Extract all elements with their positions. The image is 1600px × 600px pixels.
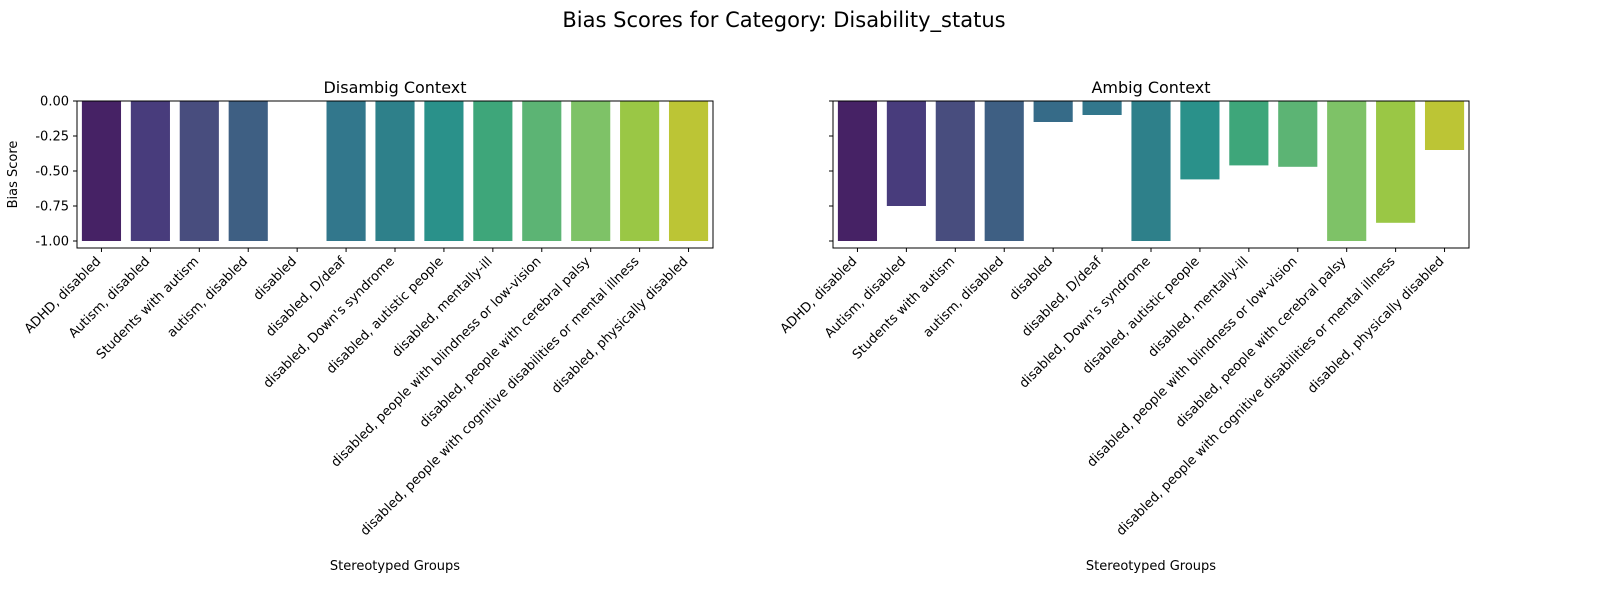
bar-7 [375,101,415,241]
figure-title: Bias Scores for Category: Disability_sta… [562,8,1005,33]
panel-title: Disambig Context [323,78,466,97]
x-tick-label: Autism, disabled [66,254,153,341]
y-tick-label: 0.00 [40,95,69,110]
x-tick-label: disabled [1007,254,1056,303]
y-axis-label: Bias Score [6,141,21,209]
bar-2 [130,101,170,241]
bar-5 [1033,101,1073,122]
bar-9 [1229,101,1269,166]
bar-4 [984,101,1024,241]
bar-12 [620,101,660,241]
x-tick-label: disabled [251,254,300,303]
bar-8 [424,101,464,241]
panel-title: Ambig Context [1091,78,1210,97]
bar-7 [1131,101,1171,241]
x-axis-label: Stereotyped Groups [330,559,460,574]
bar-12 [1376,101,1416,223]
bar-6 [326,101,366,241]
bar-8 [1180,101,1220,180]
x-tick-label: Autism, disabled [822,254,909,341]
bar-11 [571,101,611,241]
bar-3 [179,101,219,241]
bar-11 [1327,101,1367,241]
bar-10 [1278,101,1318,167]
bar-6 [1082,101,1122,115]
y-tick-label: -0.25 [35,130,69,145]
bar-10 [522,101,562,241]
bar-13 [1424,101,1465,150]
x-tick-label: disabled, people with cerebral palsy [417,254,594,431]
x-axis-label: Stereotyped Groups [1086,559,1216,574]
bar-9 [473,101,513,241]
bar-4 [228,101,268,241]
bar-1 [81,101,122,241]
bar-2 [886,101,926,206]
y-tick-label: -1.00 [35,235,69,250]
y-tick-label: -0.75 [35,200,69,215]
x-tick-label: disabled, people with cerebral palsy [1173,254,1350,431]
y-tick-label: -0.50 [35,165,69,180]
bar-3 [935,101,975,241]
bar-1 [837,101,878,241]
bar-13 [668,101,709,241]
